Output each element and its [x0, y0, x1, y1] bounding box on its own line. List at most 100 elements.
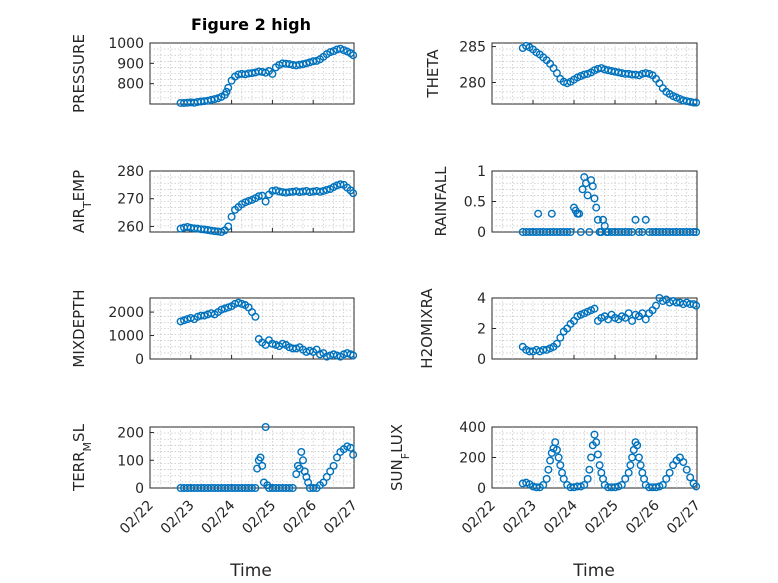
- pressure-data-point: [309, 57, 318, 66]
- terr-msl-x-tick-label: 02/24: [199, 497, 239, 537]
- sun-flux-y-tick-label: 400: [459, 420, 486, 436]
- sun-flux-data-point: [595, 461, 604, 470]
- mixdepth-y-axis-label: MIXDEPTH: [70, 289, 88, 367]
- air-temp-data-point: [224, 222, 233, 231]
- pressure-data-point: [302, 59, 311, 68]
- rainfall-y-tick-label: 1: [477, 164, 486, 180]
- terr-msl-data-point: [251, 484, 260, 493]
- terr-msl-data-point: [326, 467, 335, 476]
- rainfall-data-point: [534, 209, 543, 218]
- rainfall-data-point: [593, 215, 602, 224]
- mixdepth-y-tick-label: 2000: [108, 305, 144, 321]
- sun-flux-data-point: [621, 474, 630, 483]
- rainfall-data-point: [588, 182, 597, 191]
- mixdepth-y-tick-label: 1000: [108, 329, 144, 345]
- terr-msl-data-point: [346, 443, 355, 452]
- sun-flux-data-point: [658, 480, 667, 489]
- terr-msl-data-point: [258, 461, 267, 470]
- rainfall-data-point: [576, 227, 585, 236]
- sun-flux-x-tick-label: 02/27: [664, 498, 704, 538]
- air-temp-y-tick-label: 260: [117, 219, 144, 235]
- sun-flux-data-point: [554, 453, 563, 462]
- mixdepth-data-point: [349, 351, 358, 360]
- h2omixra-data-point: [628, 316, 637, 325]
- terr-msl-x-tick-label: 02/23: [158, 498, 198, 538]
- terr-msl-x-tick-label: 02/27: [321, 498, 361, 538]
- sun-flux-data-point: [552, 445, 561, 454]
- x-axis-label-right: Time: [572, 561, 615, 581]
- sun-flux-data-point: [551, 438, 560, 447]
- sun-flux-data-point: [665, 468, 674, 477]
- rainfall-data-point: [692, 227, 701, 236]
- terr-msl-data-point: [288, 484, 297, 493]
- theta-y-axis-label: THETA: [424, 49, 442, 99]
- terr-msl-data-point: [319, 478, 328, 487]
- rainfall-y-axis-label: RAINFALL: [432, 166, 450, 237]
- mixdepth-data-point: [316, 350, 325, 359]
- mixdepth-data-point: [329, 350, 338, 359]
- theta-data-point: [552, 69, 561, 78]
- subplot-sun-flux: 0 200 400 02/22 02/23 02/24 02/25 02/26 02/27 SUN…: [388, 420, 704, 537]
- terr-msl-data-point: [285, 484, 294, 493]
- sun-flux-data-point: [532, 483, 541, 492]
- h2omixra-data-point: [590, 304, 599, 313]
- pressure-data-point: [210, 95, 219, 104]
- x-axis-label-left: Time: [229, 561, 272, 581]
- mixdepth-data-point: [224, 303, 233, 312]
- sun-flux-data-point: [617, 480, 626, 489]
- sun-flux-x-tick-label: 02/23: [500, 498, 540, 538]
- pressure-y-tick-label: 900: [117, 56, 144, 72]
- sun-flux-data-point: [626, 461, 635, 470]
- terr-msl-data-point: [256, 453, 265, 462]
- air-temp-data-point: [227, 212, 236, 221]
- mixdepth-data-point: [176, 317, 185, 326]
- terr-msl-data-point: [292, 470, 301, 479]
- theta-data-point: [692, 98, 701, 107]
- sun-flux-data-point: [634, 453, 643, 462]
- subplot-h2omixra: 0 2 4 H2OMIXRA: [418, 288, 701, 369]
- air-temp-data-point: [261, 197, 270, 206]
- sun-flux-data-point: [592, 438, 601, 447]
- h2omixra-data-point: [641, 315, 650, 324]
- terr-msl-data-point: [329, 461, 338, 470]
- terr-msl-data-point: [297, 447, 306, 456]
- mixdepth-y-tick-label: 0: [135, 352, 144, 368]
- mixdepth-data-point: [278, 339, 287, 348]
- air-temp-data-point: [319, 186, 328, 195]
- h2omixra-data-point: [552, 339, 561, 348]
- mixdepth-data-point: [220, 304, 229, 313]
- rainfall-data-point: [592, 203, 601, 212]
- sun-flux-data-point: [583, 474, 592, 483]
- mixdepth-data-point: [217, 305, 226, 314]
- air-temp-data-point: [322, 185, 331, 194]
- sun-flux-data-point: [686, 473, 695, 482]
- terr-msl-data-point: [261, 423, 270, 432]
- h2omixra-y-tick-label: 0: [477, 352, 486, 368]
- rainfall-data-point: [578, 185, 587, 194]
- sun-flux-data-point: [611, 483, 620, 492]
- sun-flux-data-point: [624, 468, 633, 477]
- sun-flux-x-tick-label: 02/25: [582, 498, 622, 538]
- sun-flux-data-point: [679, 458, 688, 467]
- sun-flux-data-point: [590, 430, 599, 439]
- terr-msl-data-point: [333, 453, 342, 462]
- subplot-pressure: 800 900 1000 PRESSURE: [70, 34, 358, 113]
- theta-data-point: [580, 70, 589, 79]
- sun-flux-data-point: [546, 456, 555, 465]
- terr-msl-data-point: [322, 472, 331, 481]
- mixdepth-data-point: [200, 311, 209, 320]
- terr-msl-y-tick-label: 0: [135, 481, 144, 497]
- sun-flux-data-point: [559, 474, 568, 483]
- air-temp-data-point: [244, 196, 253, 205]
- pressure-y-tick-label: 1000: [108, 36, 144, 52]
- subplot-mixdepth: 0 1000 2000 MIXDEPTH: [70, 289, 358, 368]
- sun-flux-x-tick-label: 02/24: [541, 497, 581, 537]
- sun-flux-data-point: [652, 483, 661, 492]
- mixdepth-data-point: [234, 298, 243, 307]
- sun-flux-data-point: [662, 474, 671, 483]
- pressure-data-point: [224, 83, 233, 92]
- subplot-air-temp: 260 270 280 AIRTEMP: [70, 164, 358, 236]
- pressure-data-point: [349, 51, 358, 60]
- subplot-terr-msl: 0 100 200 02/22 02/23 02/24 02/25 02/26 02/27 TER…: [70, 423, 361, 537]
